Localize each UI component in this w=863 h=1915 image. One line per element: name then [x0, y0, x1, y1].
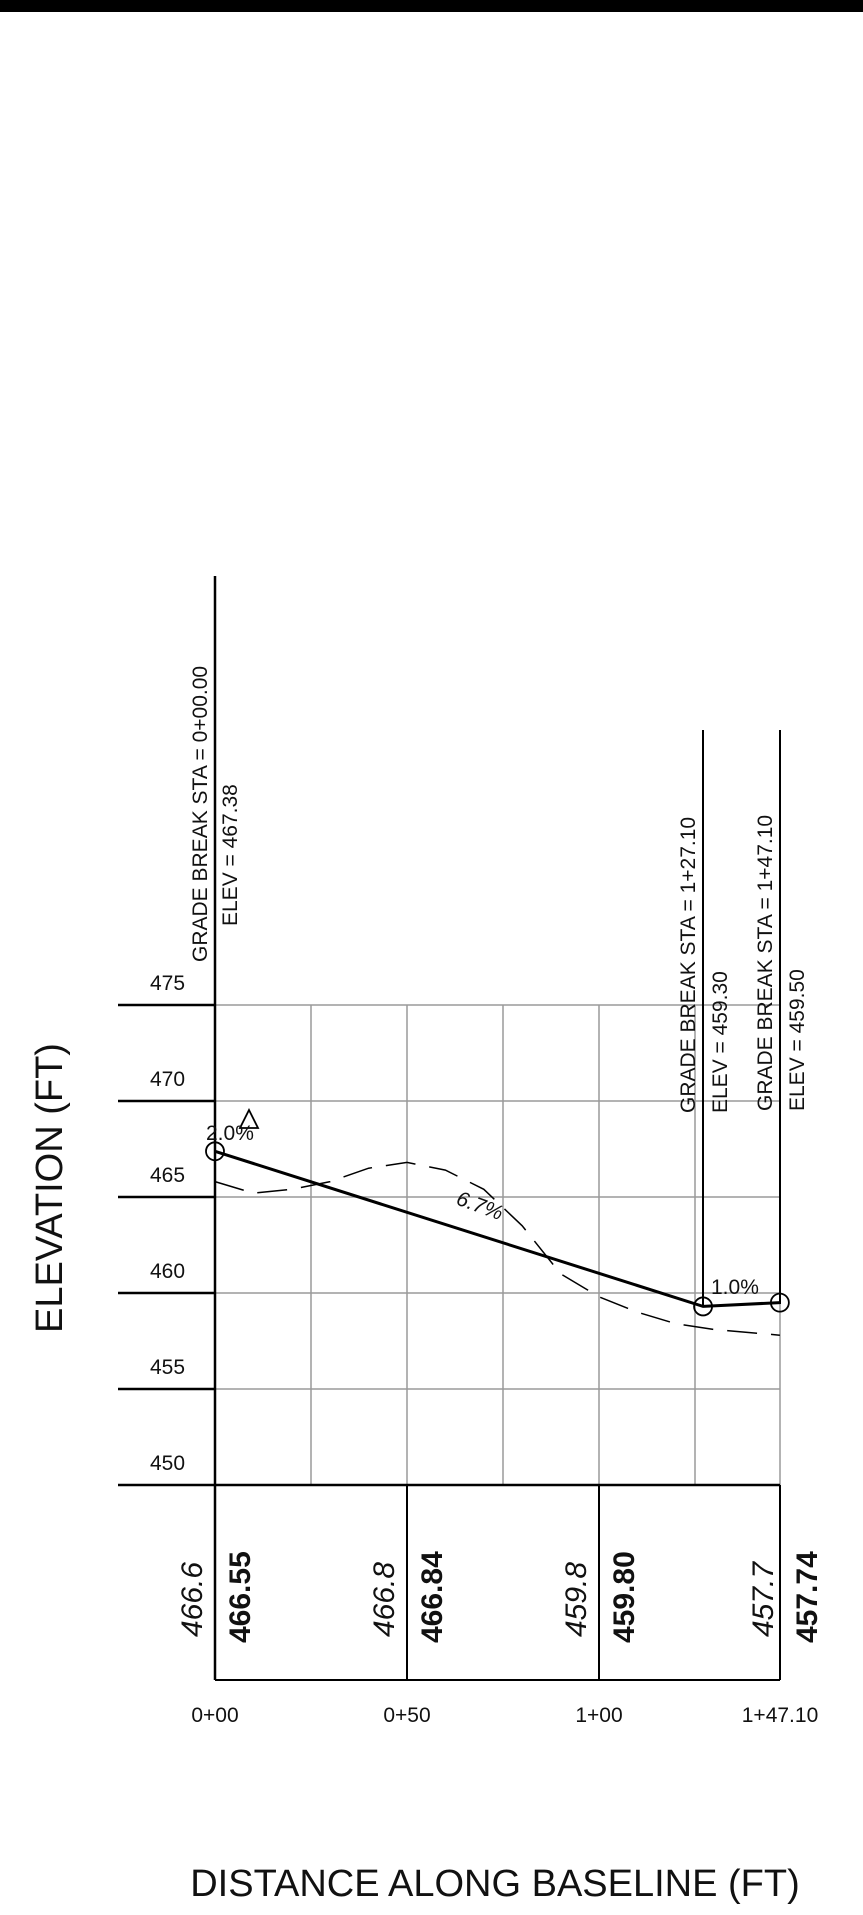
- grade-break-marker-1: [205, 1141, 225, 1162]
- y-axis-ticks: 475 470 465 460 455 450: [150, 972, 185, 1475]
- table-existing-0: 466.6: [176, 1562, 209, 1637]
- elevation-table-frame: [215, 1485, 781, 1681]
- slope-label-1: 2.0%: [206, 1122, 254, 1145]
- grade-break-markers: [205, 1141, 790, 1317]
- table-existing-3: 457.7: [747, 1561, 780, 1637]
- table-proposed-0: 466.55: [224, 1551, 257, 1643]
- proposed-profile-line: [214, 1149, 780, 1308]
- y-tick-label-470: 470: [150, 1068, 185, 1091]
- grade-break-annotations: GRADE BREAK STA = 0+00.00 ELEV = 467.38 …: [189, 666, 809, 1113]
- y-axis-title: ELEVATION (FT): [29, 1043, 71, 1333]
- grade-break-marker-2: [693, 1296, 713, 1317]
- y-tick-label-475: 475: [150, 972, 185, 995]
- grade-break-3-elev: ELEV = 459.50: [786, 969, 809, 1111]
- y-tick-label-455: 455: [150, 1356, 185, 1379]
- x-axis-ticks: 0+00 0+50 1+00 1+47.10: [191, 1704, 818, 1727]
- grade-break-1-station: GRADE BREAK STA = 0+00.00: [189, 666, 212, 962]
- y-tick-label-460: 460: [150, 1260, 185, 1283]
- table-proposed-1: 466.84: [416, 1551, 449, 1643]
- slope-label-3: 1.0%: [711, 1276, 759, 1299]
- grade-break-2-station: GRADE BREAK STA = 1+27.10: [677, 817, 700, 1113]
- table-existing-1: 466.8: [368, 1562, 401, 1637]
- slope-label-2: 6.7%: [453, 1187, 506, 1225]
- table-proposed-3: 457.74: [791, 1551, 824, 1643]
- elevation-table: 466.6 466.55 466.8 466.84 459.8 459.80 4…: [176, 1551, 824, 1643]
- sheet-top-border: [0, 0, 863, 12]
- table-existing-2: 459.8: [560, 1562, 593, 1637]
- grade-break-2-elev: ELEV = 459.30: [709, 971, 732, 1113]
- grade-break-3-station: GRADE BREAK STA = 1+47.10: [754, 815, 777, 1111]
- x-tick-label-100: 1+00: [575, 1704, 622, 1727]
- x-tick-label-end: 1+47.10: [742, 1704, 819, 1727]
- x-tick-label-50: 0+50: [383, 1704, 430, 1727]
- grade-break-marker-3: [769, 1292, 790, 1313]
- y-tick-label-465: 465: [150, 1164, 185, 1187]
- table-proposed-2: 459.80: [608, 1551, 641, 1643]
- axis-frame: [118, 576, 780, 1680]
- x-tick-label-0: 0+00: [191, 1704, 238, 1727]
- x-axis-title: DISTANCE ALONG BASELINE (FT): [190, 1863, 800, 1905]
- start-triangle-marker: [238, 1107, 260, 1129]
- grade-break-1-elev: ELEV = 467.38: [219, 784, 242, 926]
- grade-break-leaders: [702, 730, 781, 1306]
- y-tick-label-450: 450: [150, 1452, 185, 1475]
- existing-ground-line: [214, 1161, 780, 1336]
